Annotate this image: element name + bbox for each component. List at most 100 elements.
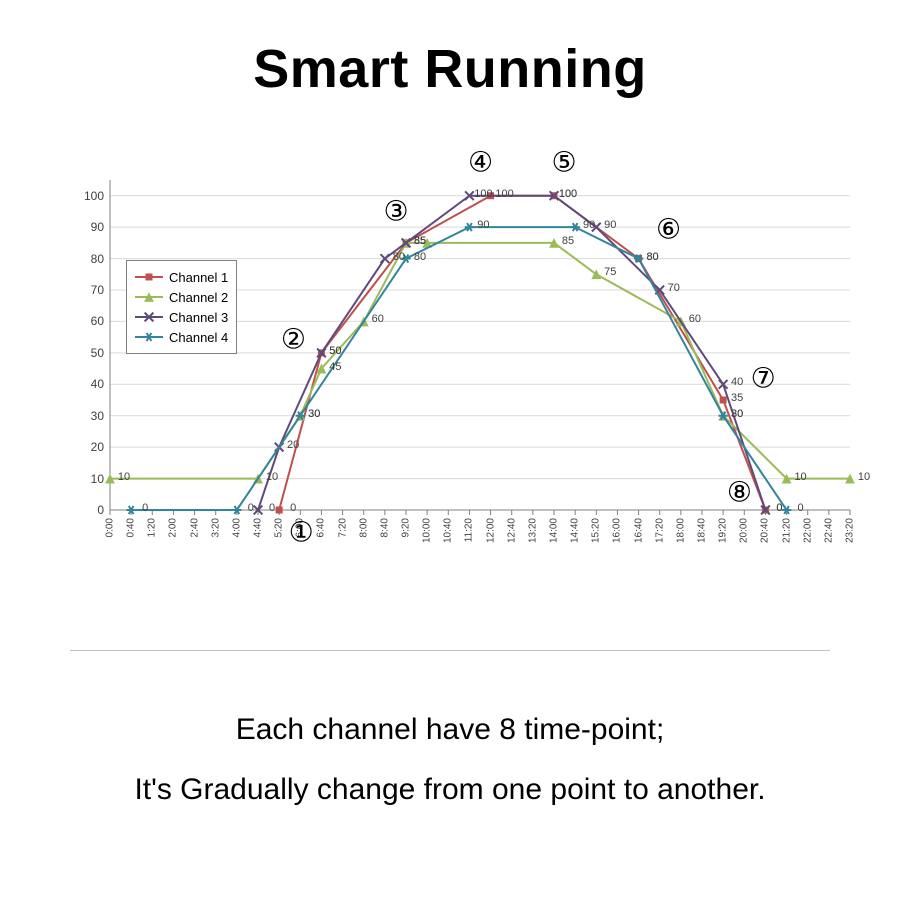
x-tick-label: 17:20	[654, 518, 665, 543]
smart-running-chart: 01020304050607080901000:000:401:202:002:…	[40, 170, 860, 590]
x-tick-label: 20:40	[760, 518, 771, 543]
x-tick-label: 22:40	[823, 518, 834, 543]
data-label: 85	[414, 235, 426, 247]
data-label: 70	[668, 282, 680, 294]
x-tick-label: 15:20	[591, 518, 602, 543]
circled-number: ④	[468, 145, 493, 178]
caption: Each channel have 8 time-point; It's Gra…	[0, 700, 900, 820]
circled-number: ⑦	[751, 362, 776, 395]
y-tick-label: 50	[91, 346, 104, 360]
x-tick-label: 10:00	[422, 518, 433, 543]
data-label: 20	[287, 439, 299, 451]
x-tick-label: 0:00	[105, 518, 116, 537]
circled-number: ⑥	[656, 212, 681, 245]
x-tick-label: 5:20	[274, 518, 285, 537]
circled-number: ③	[383, 194, 408, 227]
data-label: 80	[414, 251, 426, 263]
data-label: 0	[798, 502, 804, 514]
x-tick-label: 16:00	[612, 518, 623, 543]
x-tick-label: 1:20	[147, 518, 158, 537]
x-tick-label: 13:20	[527, 518, 538, 543]
data-label: 45	[329, 361, 341, 373]
data-label: 100	[559, 188, 577, 200]
x-tick-label: 8:40	[379, 518, 390, 537]
series-marker	[720, 397, 727, 404]
x-tick-label: 4:40	[253, 518, 264, 537]
x-tick-label: 12:00	[485, 518, 496, 543]
data-label: 0	[142, 502, 148, 514]
y-tick-label: 90	[91, 220, 104, 234]
x-tick-label: 2:00	[168, 518, 179, 537]
x-tick-label: 3:20	[210, 518, 221, 537]
data-label: 60	[372, 313, 384, 325]
data-label: 50	[329, 345, 341, 357]
data-label: 35	[731, 392, 743, 404]
x-tick-label: 6:40	[316, 518, 327, 537]
legend-swatch	[135, 310, 163, 324]
legend-swatch	[135, 290, 163, 304]
x-tick-label: 0:40	[126, 518, 137, 537]
x-tick-label: 14:00	[549, 518, 560, 543]
legend-label: Channel 4	[169, 330, 228, 345]
data-label: 10	[858, 471, 870, 483]
series-marker	[276, 507, 283, 514]
legend: Channel 1 Channel 2Channel 3 Channel 4	[126, 260, 237, 354]
page-title: Smart Running	[0, 0, 900, 100]
legend-swatch	[135, 270, 163, 284]
legend-swatch	[135, 330, 163, 344]
x-tick-label: 4:00	[231, 518, 242, 537]
divider	[70, 650, 830, 651]
legend-item: Channel 2	[135, 287, 228, 307]
series-marker	[570, 223, 579, 231]
legend-item: Channel 4	[135, 327, 228, 347]
y-tick-label: 20	[91, 440, 104, 454]
y-tick-label: 60	[91, 314, 104, 328]
circled-number: ⑧	[727, 476, 752, 509]
x-tick-label: 20:00	[739, 518, 750, 543]
x-tick-label: 8:00	[358, 518, 369, 537]
x-tick-label: 21:20	[781, 518, 792, 543]
y-tick-label: 10	[91, 472, 104, 486]
legend-label: Channel 1	[169, 270, 228, 285]
y-tick-label: 30	[91, 409, 104, 423]
x-tick-label: 22:00	[802, 518, 813, 543]
x-tick-label: 14:40	[570, 518, 581, 543]
data-label: 10	[794, 471, 806, 483]
data-label: 30	[731, 408, 743, 420]
x-tick-label: 9:20	[401, 518, 412, 537]
x-tick-label: 18:40	[697, 518, 708, 543]
x-tick-label: 12:40	[506, 518, 517, 543]
data-label: 90	[583, 219, 595, 231]
data-label: 100	[474, 188, 492, 200]
legend-item: Channel 3	[135, 307, 228, 327]
x-tick-label: 7:20	[337, 518, 348, 537]
data-label: 30	[308, 408, 320, 420]
x-tick-label: 10:40	[443, 518, 454, 543]
x-tick-label: 2:40	[189, 518, 200, 537]
data-label: 0	[248, 502, 254, 514]
y-tick-label: 80	[91, 252, 104, 266]
x-tick-label: 11:20	[464, 518, 475, 542]
y-tick-label: 100	[84, 189, 104, 203]
data-label: 90	[477, 219, 489, 231]
y-tick-label: 40	[91, 377, 104, 391]
y-tick-label: 70	[91, 283, 104, 297]
data-label: 40	[731, 376, 743, 388]
legend-item: Channel 1	[135, 267, 228, 287]
x-tick-label: 19:20	[718, 518, 729, 543]
data-label: 100	[495, 188, 513, 200]
series-marker	[465, 223, 474, 231]
caption-line-1: Each channel have 8 time-point;	[0, 700, 900, 760]
circled-number: ①	[289, 516, 314, 549]
data-label: 85	[562, 235, 574, 247]
data-label: 90	[604, 219, 616, 231]
data-label: 10	[266, 471, 278, 483]
x-tick-label: 23:20	[845, 518, 856, 543]
x-tick-label: 18:00	[675, 518, 686, 543]
data-label: 60	[689, 313, 701, 325]
data-label: 80	[646, 251, 658, 263]
data-label: 80	[393, 251, 405, 263]
x-tick-label: 16:40	[633, 518, 644, 543]
data-label: 75	[604, 266, 616, 278]
circled-number: ②	[281, 322, 306, 355]
